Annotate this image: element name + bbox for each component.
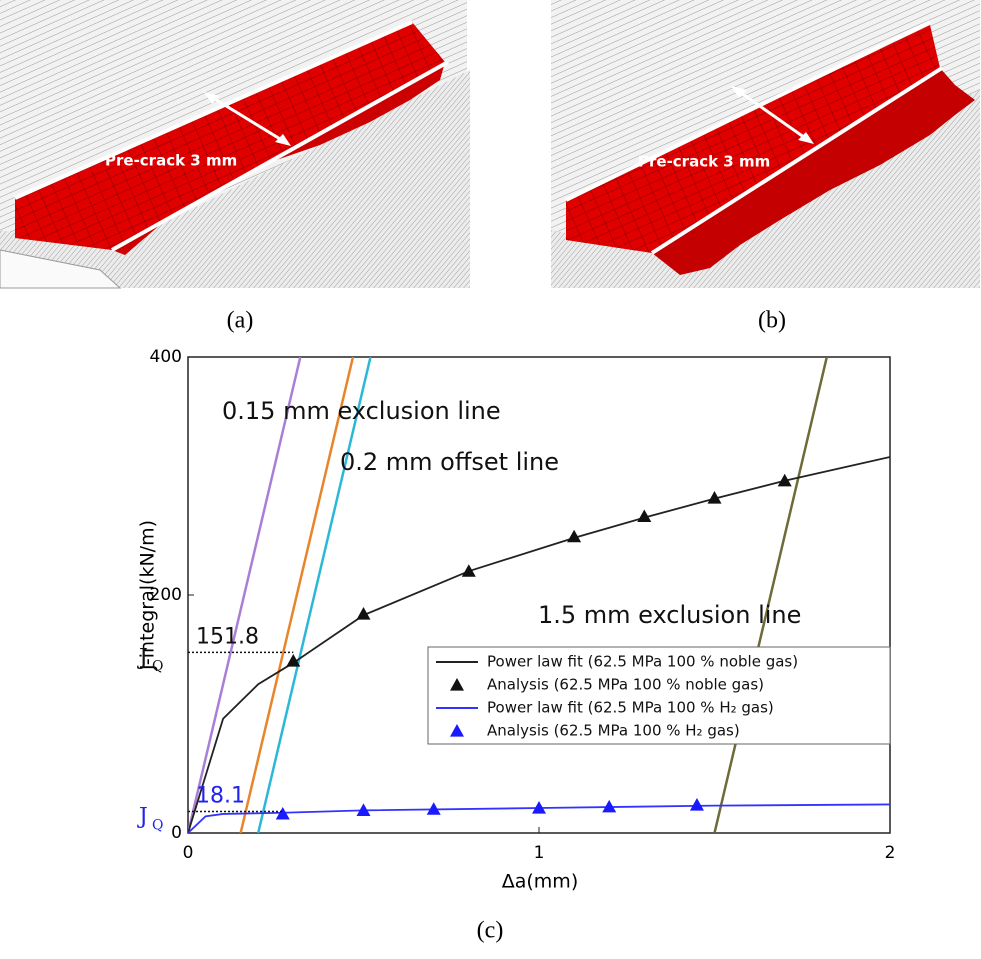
legend-label: Analysis (62.5 MPa 100 % noble gas) bbox=[487, 676, 764, 694]
jq-value: 18.1 bbox=[196, 783, 245, 808]
legend: Power law fit (62.5 MPa 100 % noble gas)… bbox=[428, 647, 890, 744]
legend-label: Power law fit (62.5 MPa 100 % noble gas) bbox=[487, 653, 798, 671]
y-tick-label: 0 bbox=[171, 823, 182, 843]
panel-b: Pre-crack 3 mm bbox=[551, 0, 980, 288]
figure-canvas: Pre-crack 3 mm Pre-crack 3 mm (a) (b) (c… bbox=[0, 0, 981, 959]
jq-value: 151.8 bbox=[196, 624, 259, 649]
panel-label: Pre-crack 3 mm bbox=[105, 152, 237, 170]
plot-frame bbox=[188, 357, 890, 833]
caption: (a) bbox=[227, 308, 254, 334]
x-tick-label: 2 bbox=[885, 843, 896, 863]
reference-line bbox=[715, 357, 827, 833]
caption: (c) bbox=[477, 918, 504, 944]
x-tick-label: 1 bbox=[534, 843, 545, 863]
jq-subscript: Q bbox=[152, 817, 163, 833]
jq-symbol: J bbox=[137, 645, 148, 670]
jq-symbol: J bbox=[137, 804, 148, 829]
annotation: 1.5 mm exclusion line bbox=[538, 601, 801, 629]
legend-label: Power law fit (62.5 MPa 100 % H₂ gas) bbox=[487, 699, 774, 717]
reference-line bbox=[241, 357, 353, 833]
jq-subscript: Q bbox=[152, 658, 163, 674]
legend-label: Analysis (62.5 MPa 100 % H₂ gas) bbox=[487, 722, 740, 740]
fit-line bbox=[188, 457, 890, 833]
reference-line bbox=[188, 357, 300, 833]
data-point bbox=[690, 798, 704, 811]
y-tick-label: 200 bbox=[150, 585, 182, 605]
y-tick-label: 400 bbox=[150, 347, 182, 367]
x-tick-label: 0 bbox=[183, 843, 194, 863]
caption: (b) bbox=[758, 308, 786, 334]
panel-a: Pre-crack 3 mm bbox=[0, 0, 470, 288]
reference-line bbox=[258, 357, 370, 833]
annotation: 0.15 mm exclusion line bbox=[222, 397, 501, 425]
figure: Pre-crack 3 mm Pre-crack 3 mm (a) (b) (c… bbox=[0, 0, 981, 959]
x-axis-title: Δa(mm) bbox=[502, 871, 578, 893]
annotation: 0.2 mm offset line bbox=[340, 448, 559, 476]
panel-label: Pre-crack 3 mm bbox=[638, 153, 770, 171]
